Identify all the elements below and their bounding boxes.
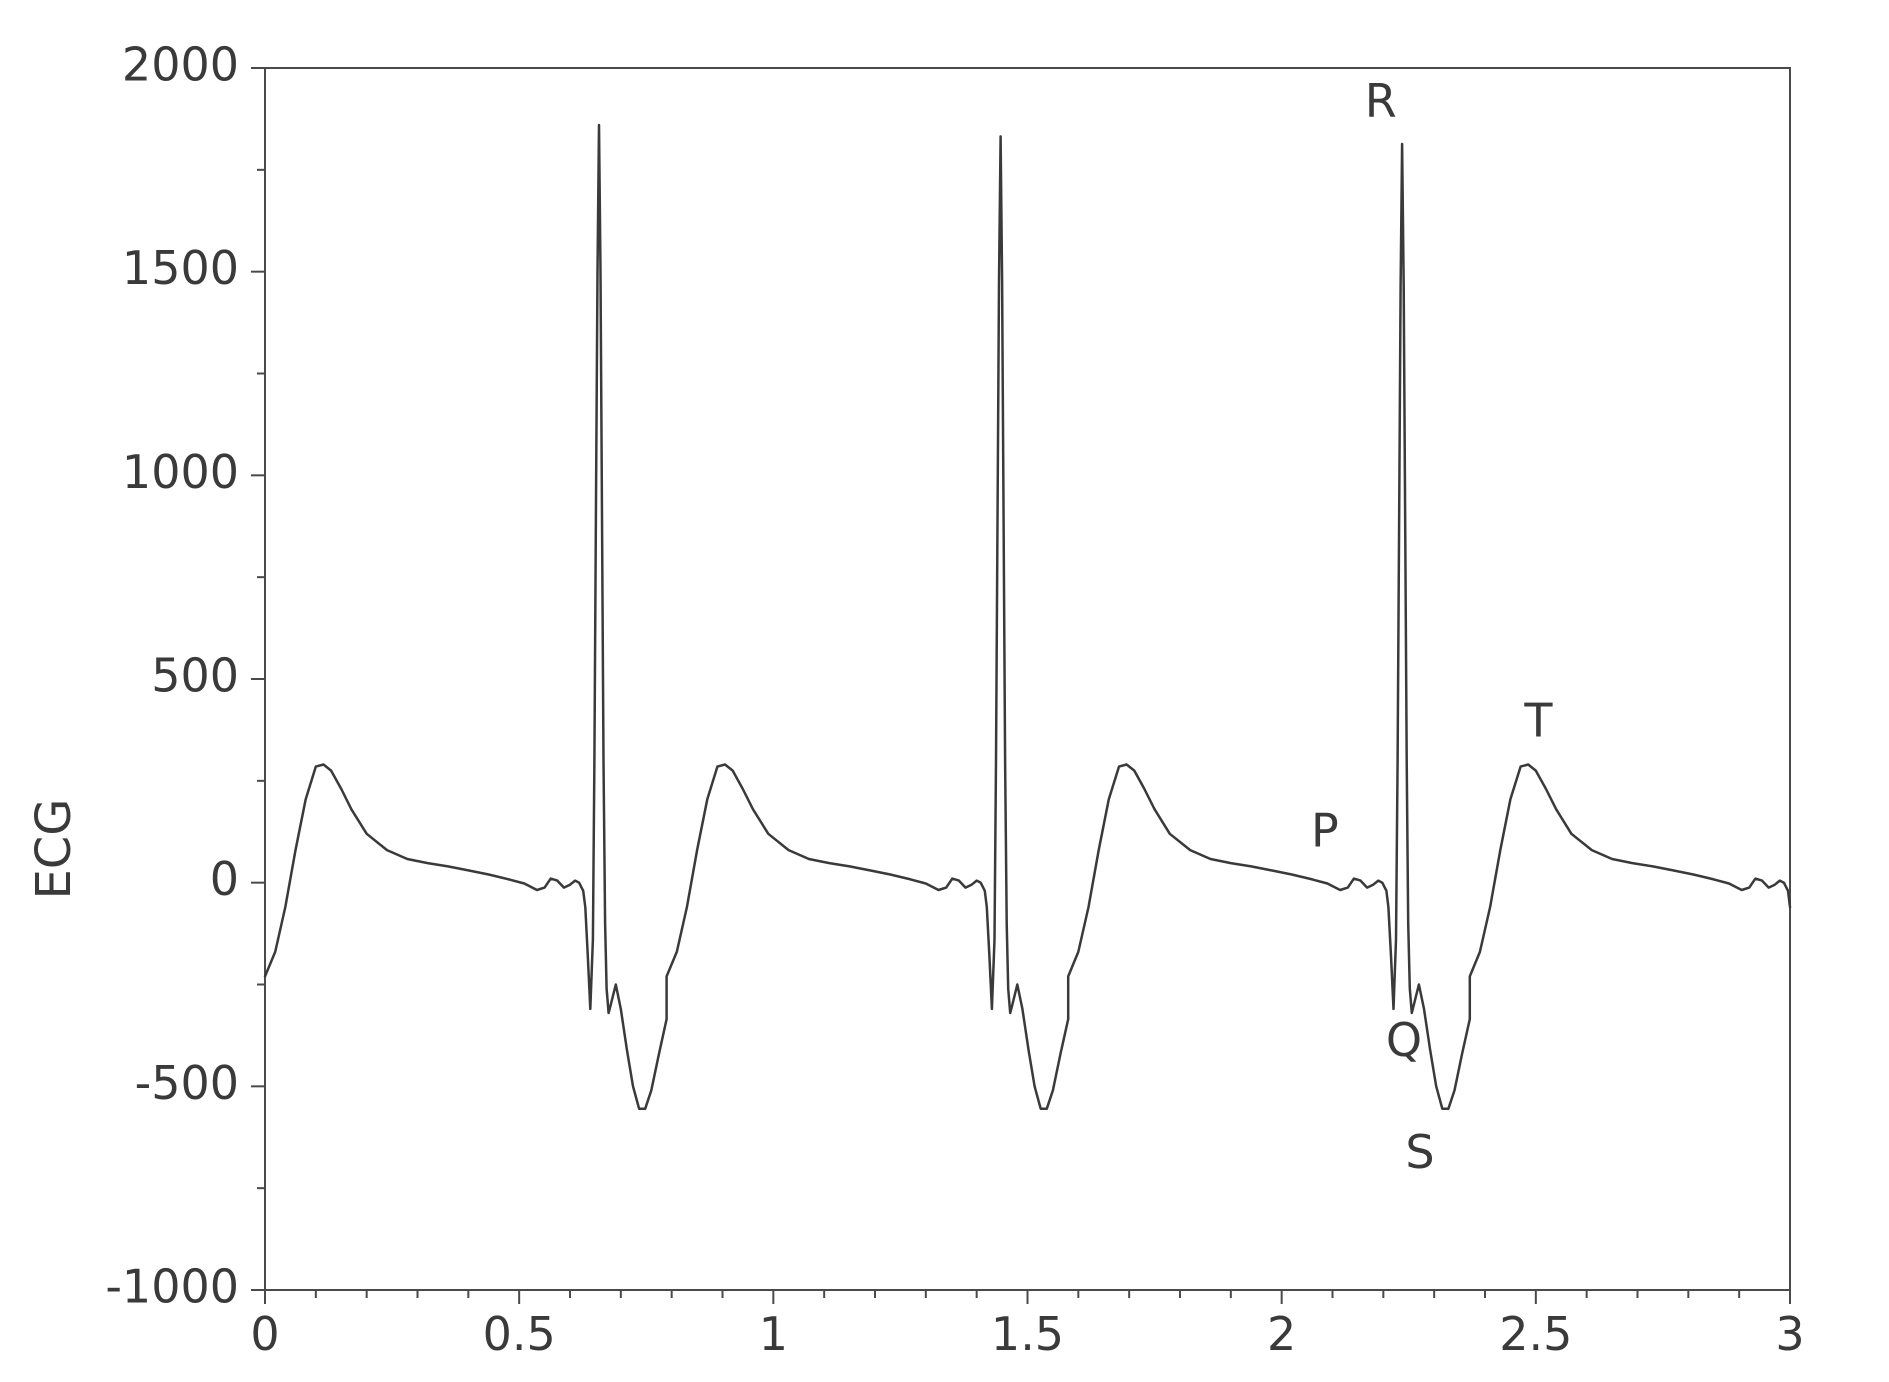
y-tick-label: 2000 <box>122 38 239 92</box>
ecg-waveform <box>265 125 1790 1109</box>
x-tick-label: 2.5 <box>1499 1307 1572 1361</box>
y-tick-label: -1000 <box>105 1260 239 1314</box>
x-tick-label: 1 <box>759 1307 788 1361</box>
x-tick-label: 2 <box>1267 1307 1296 1361</box>
y-tick-label: -500 <box>135 1056 239 1110</box>
x-tick-label: 3 <box>1775 1307 1804 1361</box>
annotation-r: R <box>1365 74 1397 128</box>
y-axis-label: ECG <box>26 798 82 899</box>
annotation-p: P <box>1311 803 1339 857</box>
y-tick-label: 1000 <box>122 445 239 499</box>
x-tick-label: 1.5 <box>991 1307 1064 1361</box>
plot-frame <box>265 68 1790 1290</box>
y-tick-label: 0 <box>210 852 239 906</box>
x-axis-ticks: 0 0.5 1 1.5 2 2.5 3 <box>250 1290 1804 1361</box>
ecg-chart: -1000-5000500100015002000 00.511.522.53 … <box>0 0 1889 1382</box>
y-tick-label: 500 <box>151 649 239 703</box>
wave-annotations: R P Q S T <box>1311 74 1553 1179</box>
y-axis-ticks: -1000 -500 0 500 1000 1500 2000 <box>105 38 265 1314</box>
x-tick-label: 0.5 <box>483 1307 556 1361</box>
y-tick-label: 1500 <box>122 241 239 295</box>
annotation-s: S <box>1405 1125 1434 1179</box>
annotation-t: T <box>1523 693 1553 747</box>
chart-svg: -1000-5000500100015002000 00.511.522.53 … <box>0 0 1889 1382</box>
x-tick-label: 0 <box>250 1307 279 1361</box>
annotation-q: Q <box>1386 1013 1422 1067</box>
